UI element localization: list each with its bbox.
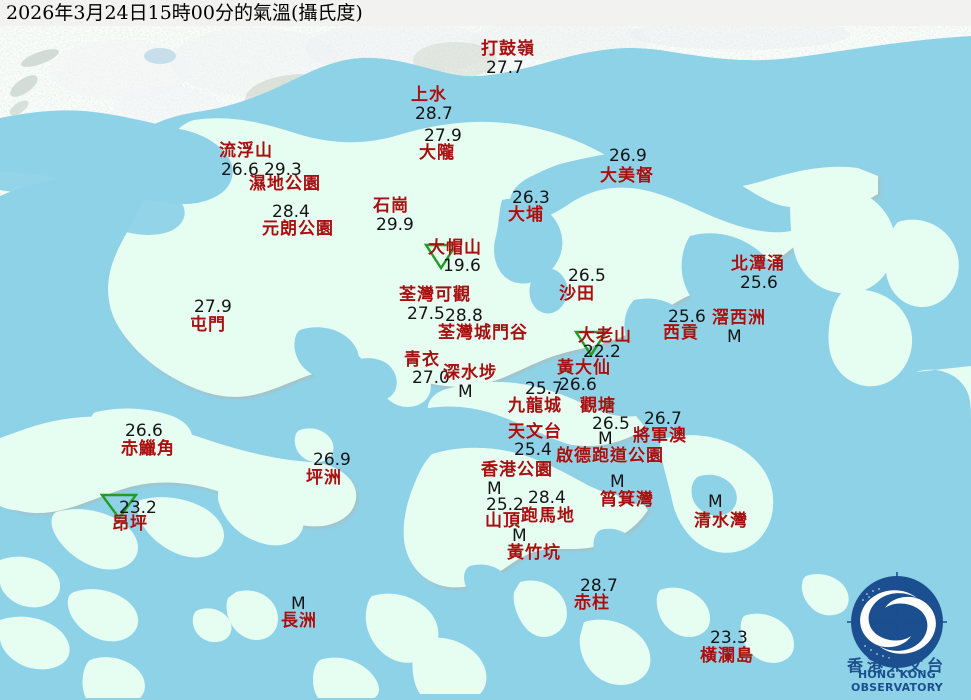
station-value-ta-kwu-ling: 27.7 <box>486 58 524 78</box>
station-value-ngong-ping: 23.2 <box>119 498 157 518</box>
page-title: 2026年3月24日15時00分的氣溫(攝氏度) <box>6 2 363 24</box>
station-value-the-peak: 25.2 <box>486 495 524 515</box>
station-name-sheung-shui: 上水 <box>411 85 447 105</box>
station-value-sheung-shui: 28.7 <box>415 104 453 124</box>
station-value-yuen-long-park: 28.4 <box>272 202 310 222</box>
station-value-wong-tai-sin: 26.6 <box>559 375 597 395</box>
station-value-peng-chau: 26.9 <box>313 450 351 470</box>
hko-swirl-icon <box>847 572 947 672</box>
station-name-tseung-kwan-o: 將軍澳 <box>633 426 687 446</box>
mainland-islets <box>9 49 59 116</box>
station-value-kwun-tong: 26.5 <box>592 414 630 434</box>
station-name-lau-fau-shan: 流浮山 <box>219 141 273 161</box>
station-value-shek-kong: 29.9 <box>376 215 414 235</box>
station-value-wong-chuk-hang: M <box>512 526 527 546</box>
station-name-wetland-park: 濕地公園 <box>249 174 321 194</box>
station-name-tsuen-wan-shing-mun-valley: 荃灣城門谷 <box>438 323 528 343</box>
station-value-waglan-island: 23.3 <box>710 628 748 648</box>
station-value-stanley: 28.7 <box>580 576 618 596</box>
station-name-waglan-island: 橫瀾島 <box>700 646 754 666</box>
station-value-tates-cairn: 22.2 <box>583 342 621 362</box>
station-name-hko-headquarters: 天文台 <box>508 422 562 442</box>
station-value-wetland-park: 29.3 <box>264 160 302 180</box>
station-value-tuen-mun: 27.9 <box>194 297 232 317</box>
station-name-tai-mo-shan: 大帽山 <box>428 238 482 258</box>
station-value-kowloon-city: 25.7 <box>525 379 563 399</box>
station-value-tsuen-wan-ho-koon: 27.5 <box>407 304 445 324</box>
station-name-tsing-yi: 青衣 <box>404 350 440 370</box>
station-value-tsing-yi: 27.0 <box>412 368 450 388</box>
station-name-tai-mei-tuk: 大美督 <box>600 166 654 186</box>
station-name-happy-valley: 跑馬地 <box>521 506 575 526</box>
ngong-ping-marker <box>99 493 139 521</box>
station-value-tai-po: 26.3 <box>512 188 550 208</box>
station-value-happy-valley: 28.4 <box>528 488 566 508</box>
station-name-tap-mun: 滘西洲 <box>712 308 766 328</box>
station-value-clear-water-bay: M <box>708 492 723 512</box>
station-name-sha-tin: 沙田 <box>559 284 595 304</box>
station-name-yuen-long-park: 元朗公園 <box>262 219 334 239</box>
station-name-ta-kwu-ling: 打鼓嶺 <box>481 39 535 59</box>
station-name-shek-kong: 石崗 <box>373 196 409 216</box>
station-name-peng-chau: 坪洲 <box>306 468 342 488</box>
station-value-cheung-chau: M <box>291 594 306 614</box>
station-value-sai-kung: 25.6 <box>668 307 706 327</box>
station-name-sai-kung: 西貢 <box>663 323 699 343</box>
station-name-kwun-tong: 觀塘 <box>580 396 616 416</box>
station-name-shau-kei-wan: 筲箕灣 <box>600 490 654 510</box>
station-name-pak-tam-chung: 北潭涌 <box>731 254 785 274</box>
station-value-hong-kong-park: M <box>487 479 502 499</box>
station-name-stanley: 赤柱 <box>574 593 610 613</box>
hk-landmass-layer <box>0 110 971 698</box>
station-value-tai-mei-tuk: 26.9 <box>609 146 647 166</box>
hko-name-chinese: 香港天文台 <box>846 656 947 675</box>
station-name-ngong-ping: 昂坪 <box>112 514 148 534</box>
station-name-sham-shui-po: 深水埗 <box>443 363 497 383</box>
station-name-tai-lung: 大隴 <box>419 143 455 163</box>
station-value-tap-mun: M <box>727 327 742 347</box>
station-name-tai-po: 大埔 <box>508 205 544 225</box>
station-value-lau-fau-shan: 26.6 <box>221 160 259 180</box>
title-bar: 2026年3月24日15時00分的氣溫(攝氏度) <box>0 0 971 26</box>
station-value-sha-tin: 26.5 <box>568 266 606 286</box>
station-value-tsuen-wan-shing-mun-valley: 28.8 <box>445 306 483 326</box>
tates-cairn-marker <box>573 330 609 358</box>
station-name-tsuen-wan-ho-koon: 荃灣可觀 <box>399 285 471 305</box>
hko-name-english: HONG KONG OBSERVATORY <box>851 668 943 694</box>
station-value-hko-headquarters: 25.4 <box>514 440 552 460</box>
station-value-kai-tak-runway-park: M <box>598 429 613 449</box>
station-name-chek-lap-kok: 赤鱲角 <box>121 439 175 459</box>
station-name-hong-kong-park: 香港公園 <box>481 460 553 480</box>
hko-logo: 香港天文台 HONG KONG OBSERVATORY <box>827 572 967 698</box>
station-value-tai-lung: 27.9 <box>424 126 462 146</box>
station-name-wong-chuk-hang: 黃竹坑 <box>507 543 561 563</box>
station-name-the-peak: 山頂 <box>485 511 521 531</box>
station-name-kai-tak-runway-park: 啟德跑道公園 <box>556 446 664 466</box>
station-name-clear-water-bay: 清水灣 <box>694 511 748 531</box>
station-value-tai-mo-shan: 19.6 <box>443 256 481 276</box>
station-value-chek-lap-kok: 26.6 <box>125 421 163 441</box>
station-value-pak-tam-chung: 25.6 <box>740 273 778 293</box>
station-name-cheung-chau: 長洲 <box>281 611 317 631</box>
station-value-shau-kei-wan: M <box>610 472 625 492</box>
station-name-tates-cairn: 大老山 <box>578 326 632 346</box>
station-marker-triangles <box>99 243 609 521</box>
station-value-sham-shui-po: M <box>458 382 473 402</box>
station-name-wong-tai-sin: 黃大仙 <box>557 358 611 378</box>
station-name-tuen-mun: 屯門 <box>190 315 226 335</box>
station-value-tseung-kwan-o: 26.7 <box>644 409 682 429</box>
tai-mo-shan-marker <box>423 243 459 271</box>
station-name-kowloon-city: 九龍城 <box>508 396 562 416</box>
